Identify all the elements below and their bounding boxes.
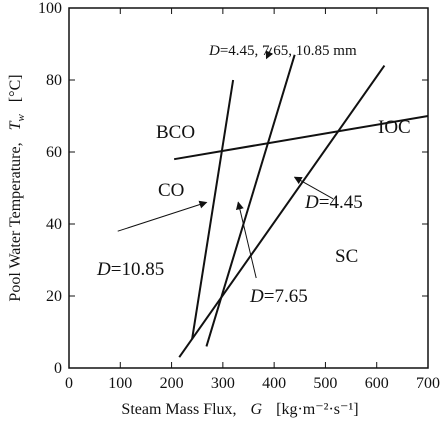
- series-line-d10-85: [191, 79, 235, 340]
- x-tick-label: 300: [211, 375, 235, 392]
- series-line-bco-boundary: [173, 115, 429, 161]
- x-tick-label: 0: [65, 375, 73, 392]
- region-label-bco: BCO: [156, 122, 195, 143]
- x-axis-title-text: Steam Mass Flux,: [121, 401, 236, 418]
- x-tick-label: 600: [365, 375, 389, 392]
- series-lines: [173, 54, 429, 358]
- y-axis-title-text: Pool Water Temperature,: [7, 142, 24, 301]
- y-axis-ticks: 0 20 40 60 80 100: [38, 0, 428, 377]
- series-line-d7-65: [205, 54, 296, 347]
- y-axis-title-sub: w: [15, 114, 27, 122]
- annotation-arrows: [117, 47, 334, 279]
- y-tick-label: 0: [54, 360, 62, 377]
- annotation-d765-sym: D: [249, 286, 264, 307]
- region-label-sc: SC: [335, 246, 358, 267]
- y-tick-label: 40: [46, 216, 62, 233]
- y-tick-label: 100: [38, 0, 62, 17]
- arrow-top-d4-45: [265, 47, 274, 60]
- annotation-diameters-sym: D: [208, 43, 220, 59]
- y-axis-title-sym: T: [7, 120, 24, 130]
- x-axis-title: Steam Mass Flux, G [kg·m⁻²·s⁻¹]: [121, 401, 358, 418]
- annotation-d445-sym: D: [304, 192, 319, 213]
- x-tick-label: 700: [416, 375, 440, 392]
- y-tick-label: 60: [46, 144, 62, 161]
- y-axis-title-unit: [°C]: [7, 74, 24, 102]
- annotation-d445-text: =4.45: [319, 192, 363, 213]
- annotation-diameters: D=4.45, 7.65, 10.85 mm: [208, 43, 357, 59]
- x-tick-label: 200: [160, 375, 184, 392]
- y-axis-title: Pool Water Temperature, Tw [°C]: [7, 74, 27, 301]
- annotation-d1085-text: =10.85: [111, 259, 164, 280]
- y-tick-label: 80: [46, 72, 62, 89]
- arrow-d7-65: [235, 201, 257, 279]
- plot-frame-rect: [68, 7, 429, 369]
- x-tick-label: 500: [313, 375, 337, 392]
- y-tick-label: 20: [46, 288, 62, 305]
- annotation-d1085: D=10.85: [96, 259, 164, 280]
- x-axis-title-sym: G: [251, 401, 263, 418]
- region-label-ioc: IOC: [378, 117, 411, 138]
- annotation-d445: D=4.45: [304, 192, 363, 213]
- x-tick-label: 100: [108, 375, 132, 392]
- arrow-d10-85: [117, 200, 208, 232]
- annotation-d1085-sym: D: [96, 259, 111, 280]
- annotation-d765: D=7.65: [249, 286, 308, 307]
- arrow-d4-45: [293, 176, 334, 200]
- region-label-co: CO: [158, 180, 184, 201]
- annotation-d765-text: =7.65: [264, 286, 308, 307]
- annotation-diameters-text: =4.45, 7.65, 10.85 mm: [220, 43, 357, 59]
- x-axis-ticks: 0 100 200 300 400 500 600 700: [65, 8, 440, 392]
- series-line-d4-45: [178, 65, 386, 358]
- x-tick-label: 400: [262, 375, 286, 392]
- plot-frame: [68, 7, 429, 369]
- x-axis-title-unit: [kg·m⁻²·s⁻¹]: [276, 401, 358, 418]
